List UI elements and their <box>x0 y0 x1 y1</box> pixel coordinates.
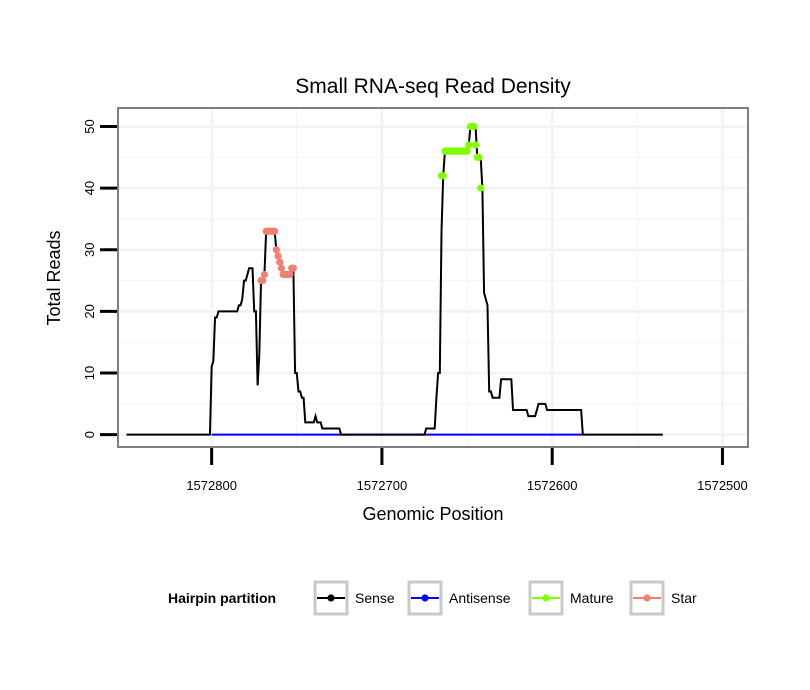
y-tick-label: 50 <box>82 119 97 133</box>
legend-key-point <box>643 594 651 602</box>
data-point-mature <box>439 172 447 180</box>
data-point-star <box>277 264 286 272</box>
legend-label: Antisense <box>449 590 511 606</box>
legend-title: Hairpin partition <box>168 590 276 606</box>
plot-frame <box>117 107 749 448</box>
data-point-star <box>286 270 294 279</box>
data-point-star <box>289 264 297 272</box>
x-tick-label: 1572500 <box>697 478 748 493</box>
legend-item-antisense: Antisense <box>407 580 511 616</box>
data-point-mature <box>477 184 485 192</box>
legend-key-point <box>327 594 335 602</box>
x-tick-label: 1572700 <box>357 478 408 493</box>
data-point-star <box>260 270 269 279</box>
legend-item-mature: Mature <box>528 580 614 616</box>
series-line-sense <box>126 125 663 436</box>
data-point-star <box>276 258 284 266</box>
data-point-star <box>274 252 282 260</box>
x-axis-title: Genomic Position <box>362 504 503 524</box>
y-axis: 0 10 20 30 40 50 <box>82 119 117 438</box>
data-point-mature <box>475 153 483 161</box>
x-tick-label: 1572600 <box>527 478 578 493</box>
y-tick-label: 20 <box>82 304 97 318</box>
y-tick-label: 10 <box>82 366 97 380</box>
series-points <box>257 122 485 285</box>
x-axis: 1572800 1572700 1572600 1572500 <box>186 448 748 493</box>
y-tick-label: 0 <box>82 431 97 438</box>
chart-title: Small RNA-seq Read Density <box>295 75 571 98</box>
legend-label: Star <box>671 590 697 606</box>
legend-key-point <box>542 594 550 602</box>
legend-label: Mature <box>570 590 614 606</box>
data-point-mature <box>463 147 471 155</box>
x-tick-label: 1572800 <box>186 478 237 493</box>
y-tick-label: 40 <box>82 181 97 195</box>
y-tick-label: 30 <box>82 243 97 257</box>
data-point-mature <box>470 122 478 131</box>
legend-label: Sense <box>355 590 395 606</box>
plot-panel <box>118 108 748 447</box>
plot-background <box>118 108 748 447</box>
data-point-star <box>272 246 280 254</box>
data-point-star <box>259 276 267 285</box>
data-point-mature <box>465 141 473 149</box>
series-lines <box>126 125 663 436</box>
y-axis-title: Total Reads <box>44 230 64 325</box>
data-point-mature <box>471 141 480 149</box>
legend-item-sense: Sense <box>313 580 395 616</box>
legend-key-point <box>421 594 429 602</box>
legend-item-star: Star <box>629 580 697 616</box>
plot-border <box>117 107 749 448</box>
data-point-star <box>271 227 279 235</box>
legend: Hairpin partition Sense Antisense Mature St… <box>168 580 697 616</box>
grid-lines <box>118 108 748 447</box>
